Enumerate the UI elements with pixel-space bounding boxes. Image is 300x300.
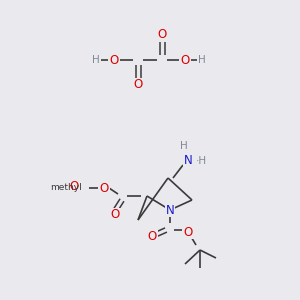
Text: H: H: [92, 55, 100, 65]
Text: O: O: [158, 28, 166, 41]
Text: O: O: [134, 79, 142, 92]
Text: O: O: [70, 181, 79, 194]
Text: H: H: [180, 141, 188, 151]
Text: O: O: [110, 208, 120, 221]
Text: O: O: [147, 230, 157, 242]
Text: ·H: ·H: [196, 156, 207, 166]
Text: O: O: [180, 53, 190, 67]
Text: methyl: methyl: [50, 184, 82, 193]
Text: O: O: [110, 53, 118, 67]
Text: O: O: [183, 226, 193, 238]
Text: N: N: [184, 154, 192, 166]
Text: N: N: [166, 203, 174, 217]
Text: O: O: [99, 182, 109, 194]
Text: H: H: [198, 55, 206, 65]
